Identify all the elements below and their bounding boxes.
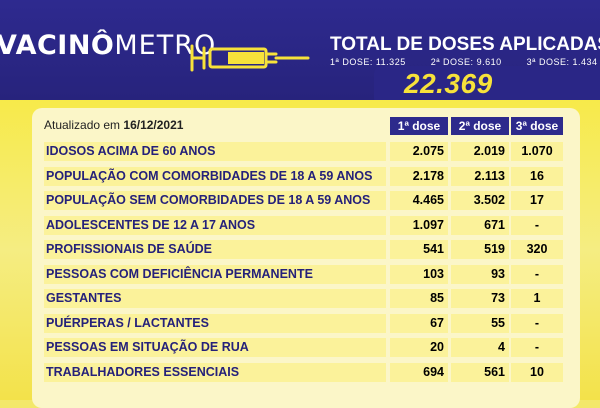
row-dose3: - (511, 313, 563, 333)
row-label: PESSOAS COM DEFICIÊNCIA PERMANENTE (44, 264, 386, 284)
column-header-dose3: 3ª dose (511, 117, 563, 135)
table-row: IDOSOS ACIMA DE 60 ANOS 2.075 2.019 1.070 (44, 142, 563, 161)
row-dose1: 541 (390, 240, 448, 259)
table-row: POPULAÇÃO COM COMORBIDADES DE 18 A 59 AN… (44, 166, 563, 186)
total-value-box (374, 66, 600, 106)
row-dose1: 2.075 (390, 142, 448, 161)
row-dose2: 561 (451, 362, 509, 382)
row-label: IDOSOS ACIMA DE 60 ANOS (44, 142, 386, 161)
row-dose3: 1 (511, 289, 563, 308)
row-dose1: 85 (390, 289, 448, 308)
total-doses-title: TOTAL DE DOSES APLICADAS (330, 34, 600, 55)
doses-breakdown: 1ª DOSE: 11.325 2ª DOSE: 9.610 3ª DOSE: … (330, 57, 600, 67)
dose3-summary: 3ª DOSE: 1.434 (526, 57, 598, 67)
row-dose1: 2.178 (390, 166, 448, 186)
total-doses-value: 22.369 (404, 68, 493, 99)
row-label: PESSOAS EM SITUAÇÃO DE RUA (44, 338, 386, 357)
row-label: TRABALHADORES ESSENCIAIS (44, 362, 386, 382)
row-dose2: 4 (451, 338, 509, 357)
row-dose3: - (511, 215, 563, 235)
row-dose2: 73 (451, 289, 509, 308)
table-row: PUÉRPERAS / LACTANTES 67 55- (44, 313, 563, 333)
row-dose1: 20 (390, 338, 448, 357)
row-dose2: 93 (451, 264, 509, 284)
updated-date: 16/12/2021 (123, 118, 184, 132)
row-dose1: 67 (390, 313, 448, 333)
table-row: ADOLESCENTES DE 12 A 17 ANOS 1.097 671- (44, 215, 563, 235)
row-dose2: 519 (451, 240, 509, 259)
row-dose2: 2.113 (451, 166, 509, 186)
row-dose1: 694 (390, 362, 448, 382)
row-dose3: - (511, 338, 563, 357)
row-label: POPULAÇÃO SEM COMORBIDADES DE 18 A 59 AN… (44, 191, 386, 210)
dose2-summary: 2ª DOSE: 9.610 (430, 57, 502, 67)
vacinometro-logo: VACINÔMETRO (0, 30, 216, 61)
row-dose3: - (511, 264, 563, 284)
table-row: PESSOAS EM SITUAÇÃO DE RUA 20 4- (44, 338, 563, 357)
logo-text-part1: VACINÔ (0, 30, 115, 61)
row-dose3: 10 (511, 362, 563, 382)
row-dose3: 17 (511, 191, 563, 210)
row-label: PUÉRPERAS / LACTANTES (44, 313, 386, 333)
row-dose2: 671 (451, 215, 509, 235)
row-dose1: 4.465 (390, 191, 448, 210)
table-row: GESTANTES 85 73 1 (44, 289, 563, 308)
row-dose3: 320 (511, 240, 563, 259)
table-row: POPULAÇÃO SEM COMORBIDADES DE 18 A 59 AN… (44, 191, 563, 210)
row-dose1: 1.097 (390, 215, 448, 235)
row-dose2: 2.019 (451, 142, 509, 161)
row-label: ADOLESCENTES DE 12 A 17 ANOS (44, 215, 386, 235)
table-row: PROFISSIONAIS DE SAÚDE 541 519 320 (44, 240, 563, 259)
row-dose2: 55 (451, 313, 509, 333)
logo-text-part2: METRO (114, 30, 217, 61)
row-label: GESTANTES (44, 289, 386, 308)
row-dose3: 16 (511, 166, 563, 186)
updated-date-line: Atualizado em 16/12/2021 (44, 118, 183, 132)
dose1-summary: 1ª DOSE: 11.325 (330, 57, 406, 67)
syringe-icon (190, 44, 310, 72)
row-dose1: 103 (390, 264, 448, 284)
updated-label: Atualizado em (44, 118, 121, 132)
column-header-dose1: 1ª dose (390, 117, 448, 135)
column-header-dose2: 2ª dose (451, 117, 509, 135)
row-dose3: 1.070 (511, 142, 563, 161)
row-dose2: 3.502 (451, 191, 509, 210)
table-row: PESSOAS COM DEFICIÊNCIA PERMANENTE 103 93- (44, 264, 563, 284)
row-label: POPULAÇÃO COM COMORBIDADES DE 18 A 59 AN… (44, 166, 386, 186)
table-row: TRABALHADORES ESSENCIAIS 694 561 10 (44, 362, 563, 382)
row-label: PROFISSIONAIS DE SAÚDE (44, 240, 386, 259)
